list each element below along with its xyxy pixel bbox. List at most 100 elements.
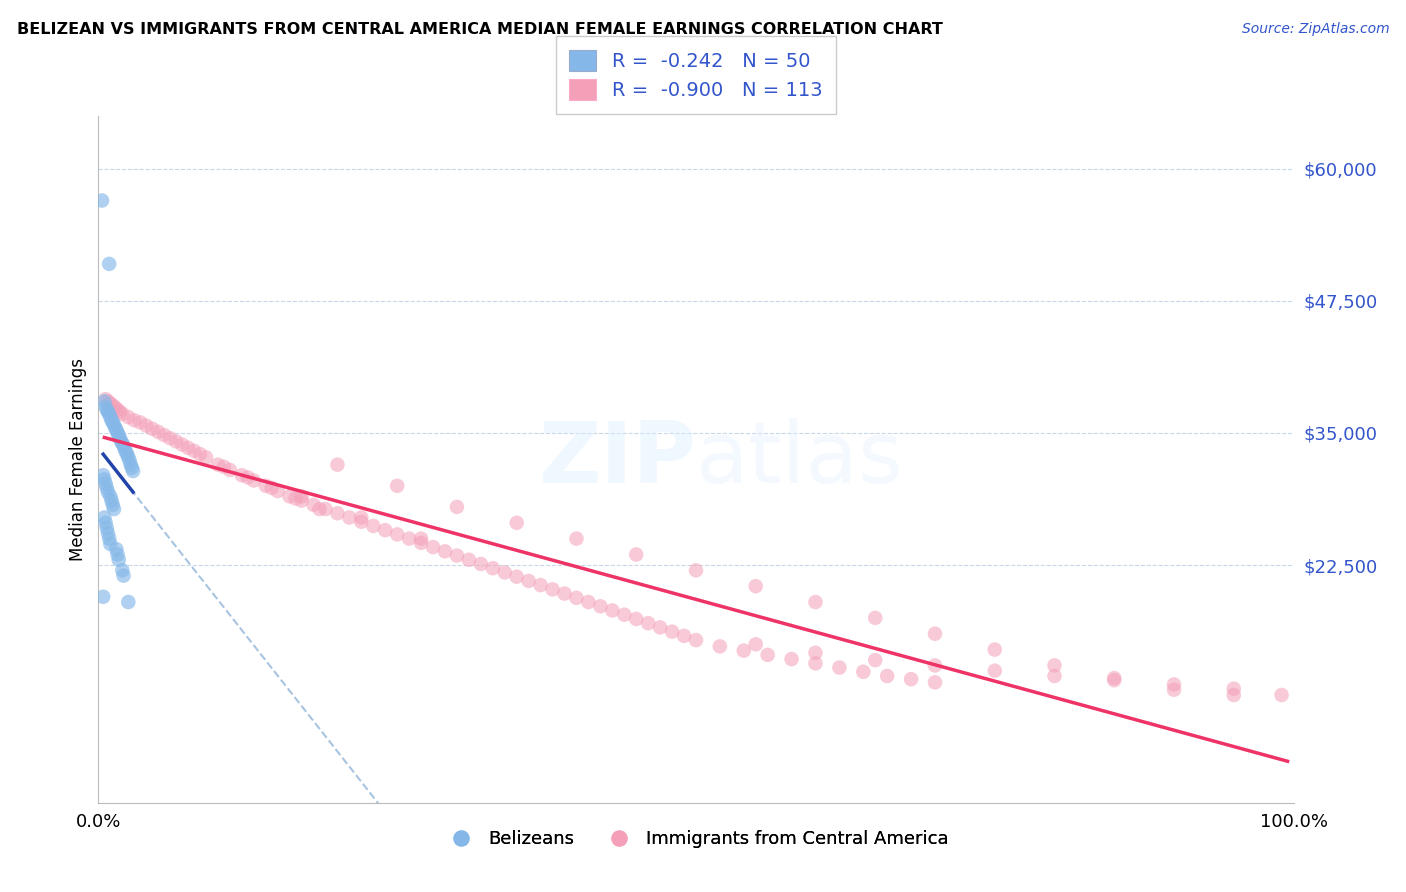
Point (159, 431, 181, 445)
Point (98, 257, 121, 271)
Point (541, 582, 564, 597)
Point (385, 527, 409, 541)
Point (188, 447, 211, 461)
Point (96, 521, 118, 535)
Point (709, 640, 731, 654)
Point (1223, 681, 1246, 696)
Point (517, 574, 540, 588)
Point (254, 479, 277, 493)
Point (446, 500, 468, 514)
Text: Source: ZipAtlas.com: Source: ZipAtlas.com (1241, 22, 1389, 37)
Point (93, 473, 115, 487)
Point (101, 399, 124, 413)
Point (398, 532, 420, 546)
Point (984, 642, 1007, 657)
Point (554, 586, 576, 600)
Point (107, 428, 129, 442)
Point (231, 468, 253, 483)
Point (100, 413, 122, 427)
Point (115, 447, 138, 461)
Point (98, 532, 121, 546)
Point (107, 402, 129, 417)
Point (302, 498, 325, 512)
Point (165, 434, 187, 449)
Point (1271, 688, 1294, 702)
Point (97, 394, 120, 409)
Point (172, 437, 194, 451)
Point (1223, 688, 1246, 702)
Point (98, 407, 121, 421)
Point (105, 423, 128, 437)
Point (308, 502, 330, 516)
Point (219, 463, 242, 477)
Point (315, 502, 337, 516)
Point (260, 481, 283, 495)
Point (876, 669, 898, 683)
Point (900, 672, 922, 686)
Point (828, 660, 851, 674)
Point (110, 434, 132, 449)
Point (745, 579, 768, 593)
Point (411, 536, 433, 550)
Point (105, 542, 128, 557)
Point (103, 417, 125, 432)
Point (865, 653, 887, 667)
Point (565, 591, 588, 605)
Point (183, 444, 205, 458)
Point (111, 436, 134, 450)
Point (924, 675, 946, 690)
Point (108, 431, 131, 445)
Point (118, 453, 141, 467)
Point (111, 563, 134, 577)
Point (434, 544, 457, 558)
Point (733, 643, 755, 657)
Point (93, 510, 115, 524)
Point (326, 458, 349, 472)
Point (284, 491, 307, 506)
Point (350, 515, 373, 529)
Point (112, 568, 135, 582)
Point (94, 516, 117, 530)
Point (494, 566, 516, 580)
Point (482, 561, 505, 575)
Point (129, 416, 152, 430)
Point (236, 470, 259, 484)
Point (107, 548, 129, 562)
Point (97, 526, 120, 541)
Point (446, 549, 468, 563)
Point (101, 416, 124, 430)
Point (804, 595, 827, 609)
Point (91, 590, 114, 604)
Point (470, 557, 492, 571)
Point (350, 510, 373, 524)
Point (94, 400, 117, 414)
Point (120, 458, 142, 472)
Point (93, 394, 115, 409)
Point (339, 510, 361, 524)
Legend: Belizeans, Immigrants from Central America: Belizeans, Immigrants from Central Ameri… (436, 823, 956, 855)
Point (107, 425, 129, 440)
Point (458, 553, 481, 567)
Point (124, 413, 146, 427)
Point (626, 548, 648, 562)
Point (385, 479, 409, 493)
Point (117, 450, 139, 465)
Point (411, 532, 433, 546)
Point (148, 425, 170, 439)
Point (1043, 658, 1066, 673)
Point (114, 442, 136, 456)
Point (589, 599, 612, 614)
Point (1043, 669, 1066, 683)
Point (121, 460, 143, 475)
Point (98, 410, 122, 425)
Point (506, 516, 529, 530)
Point (756, 648, 779, 662)
Point (195, 450, 218, 465)
Point (177, 441, 200, 455)
Point (207, 458, 229, 472)
Point (745, 637, 768, 651)
Point (104, 401, 127, 415)
Point (97, 485, 120, 500)
Point (374, 523, 396, 537)
Point (613, 607, 636, 622)
